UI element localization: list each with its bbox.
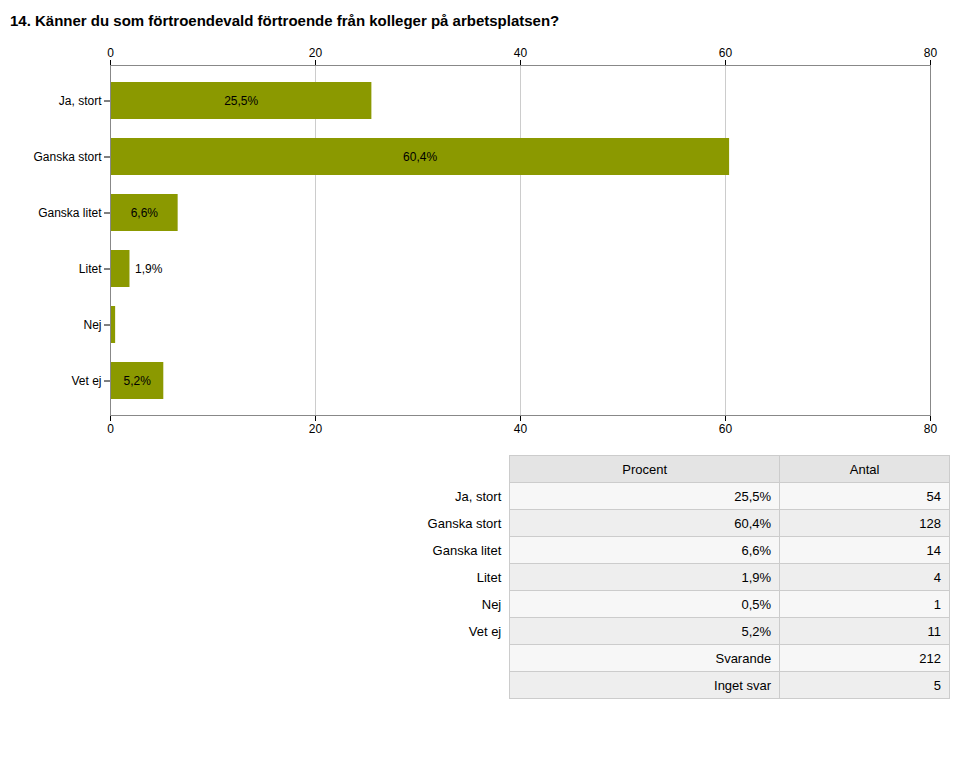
html-text:54: 54 bbox=[926, 488, 941, 504]
svg-text:0: 0 bbox=[107, 422, 114, 436]
html-text:25,5%: 25,5% bbox=[734, 488, 772, 504]
html-text:1,9%: 1,9% bbox=[741, 569, 772, 585]
svg-text:5,2%: 5,2% bbox=[123, 374, 151, 388]
html-text:Inget svar: Inget svar bbox=[714, 677, 772, 693]
html-text:14. Känner du som förtroendeva: 14. Känner du som förtroendevald förtroe… bbox=[10, 12, 560, 29]
html-text:11: 11 bbox=[927, 623, 941, 639]
html-text:5,2%: 5,2% bbox=[741, 623, 772, 639]
svg-text:Ganska litet: Ganska litet bbox=[38, 206, 102, 220]
svg-text:Ja, stort: Ja, stort bbox=[59, 94, 102, 108]
html-text:Ja, stort: Ja, stort bbox=[455, 488, 502, 504]
svg-text:80: 80 bbox=[924, 46, 938, 60]
html-text:4: 4 bbox=[933, 569, 941, 585]
html-text:1: 1 bbox=[933, 596, 941, 612]
svg-text:80: 80 bbox=[924, 422, 938, 436]
svg-text:40: 40 bbox=[514, 46, 528, 60]
html-text:Vet ej: Vet ej bbox=[468, 623, 502, 639]
svg-text:60,4%: 60,4% bbox=[403, 150, 437, 164]
html-text:128: 128 bbox=[919, 515, 941, 531]
svg-text:20: 20 bbox=[309, 422, 323, 436]
svg-text:1,9%: 1,9% bbox=[135, 262, 163, 276]
svg-text:60: 60 bbox=[719, 46, 733, 60]
html-text:Ganska litet: Ganska litet bbox=[432, 542, 502, 558]
svg-text:0: 0 bbox=[107, 46, 114, 60]
svg-text:Nej: Nej bbox=[83, 318, 101, 332]
svg-text:Ganska stort: Ganska stort bbox=[33, 150, 102, 164]
svg-text:40: 40 bbox=[514, 422, 528, 436]
html-text:5: 5 bbox=[933, 677, 941, 693]
html-text:60,4%: 60,4% bbox=[734, 515, 772, 531]
svg-text:20: 20 bbox=[309, 46, 323, 60]
svg-text:6,6%: 6,6% bbox=[131, 206, 159, 220]
html-text:Antal: Antal bbox=[849, 461, 880, 477]
html-text:14: 14 bbox=[926, 542, 941, 558]
html-text:Litet: Litet bbox=[476, 569, 502, 585]
html-text:0,5%: 0,5% bbox=[741, 596, 772, 612]
html-text:212: 212 bbox=[919, 650, 941, 666]
html-text:6,6%: 6,6% bbox=[741, 542, 772, 558]
svg-text:25,5%: 25,5% bbox=[224, 94, 258, 108]
html-text:Svarande: Svarande bbox=[715, 650, 772, 666]
html-text:Ganska stort: Ganska stort bbox=[427, 515, 502, 531]
svg-text:Litet: Litet bbox=[79, 262, 102, 276]
svg-text:Vet ej: Vet ej bbox=[71, 374, 101, 388]
html-text:Procent: Procent bbox=[622, 461, 668, 477]
html-text:Nej: Nej bbox=[481, 596, 502, 612]
svg-text:60: 60 bbox=[719, 422, 733, 436]
